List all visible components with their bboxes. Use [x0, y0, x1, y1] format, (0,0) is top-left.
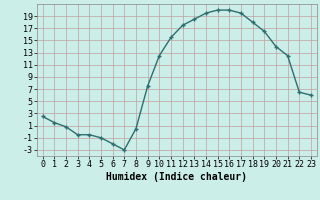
X-axis label: Humidex (Indice chaleur): Humidex (Indice chaleur): [106, 172, 247, 182]
